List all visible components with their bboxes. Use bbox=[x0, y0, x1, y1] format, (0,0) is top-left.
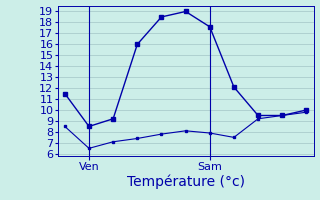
X-axis label: Température (°c): Température (°c) bbox=[127, 174, 244, 189]
